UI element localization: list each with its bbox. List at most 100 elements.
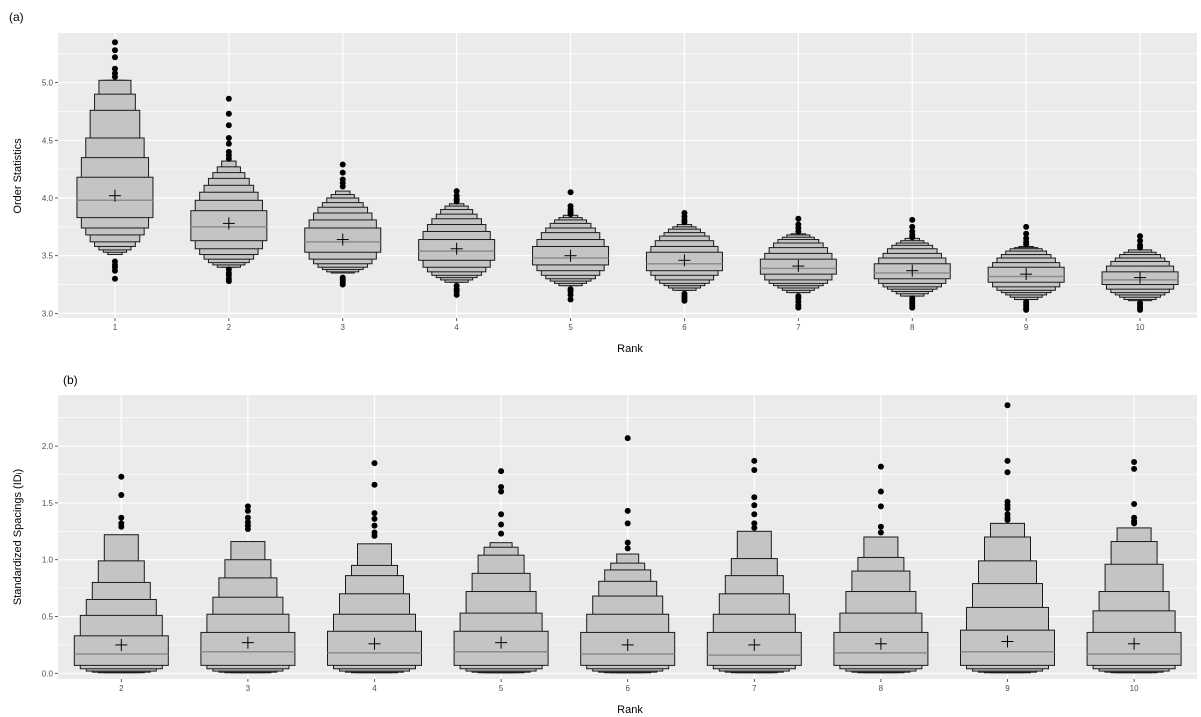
panel-b-y-tick-label: 0.0: [42, 669, 54, 678]
panel-b-x-tick-label: 5: [499, 684, 504, 693]
panel-b-x-tick-label: 2: [119, 684, 124, 693]
outlier-point: [909, 216, 916, 223]
outlier-point: [1004, 516, 1011, 523]
outlier-point: [339, 169, 346, 176]
panel-a-box-10: [1101, 233, 1179, 313]
outlier-point: [498, 511, 505, 518]
panel-a-box-5: [532, 189, 610, 303]
outlier-point: [244, 503, 251, 510]
panel-b-box-5: [453, 468, 549, 674]
panel-b-x-tick-label: 10: [1130, 684, 1139, 693]
panel-b-y-tick-label: 1.5: [42, 499, 54, 508]
panel-b-x-tick-label: 7: [752, 684, 757, 693]
panel-b-x-tick-label: 4: [372, 684, 377, 693]
panel-b-box-6: [580, 435, 676, 674]
panel-b-tag: (b): [63, 373, 78, 387]
panel-a-box-6: [645, 210, 723, 304]
outlier-point: [751, 466, 758, 473]
letter-value-box: [960, 629, 1055, 666]
outlier-point: [1131, 465, 1138, 472]
outlier-point: [225, 135, 232, 141]
panel-b-box-8: [833, 463, 929, 674]
outlier-point: [453, 198, 460, 205]
outlier-point: [371, 522, 378, 529]
panel-b-x-tick-label: 3: [246, 684, 251, 693]
outlier-point: [111, 47, 118, 54]
outlier-point: [118, 514, 125, 521]
outlier-point: [877, 503, 884, 510]
outlier-point: [111, 275, 118, 282]
outlier-point: [1131, 501, 1138, 508]
panel-a-y-tick-label: 3.5: [42, 252, 54, 261]
outlier-point: [225, 122, 232, 129]
outlier-point: [1137, 233, 1144, 240]
outlier-point: [751, 502, 758, 509]
panel-a-box-2: [190, 95, 268, 285]
outlier-point: [111, 73, 118, 80]
outlier-point: [111, 54, 118, 61]
outlier-point: [118, 523, 125, 530]
outlier-point: [567, 291, 574, 298]
outlier-point: [111, 65, 118, 72]
outlier-point: [1131, 520, 1138, 527]
outlier-point: [877, 463, 884, 470]
outlier-point: [244, 507, 251, 514]
panel-a-x-tick-label: 10: [1136, 323, 1145, 332]
panel-a-box-7: [759, 215, 837, 311]
outlier-point: [681, 297, 688, 304]
outlier-point: [909, 304, 916, 311]
panel-a-box-1: [76, 39, 154, 282]
panel-b-y-tick-label: 0.5: [42, 613, 54, 622]
outlier-point: [909, 223, 916, 230]
outlier-point: [624, 520, 631, 527]
panel-a-x-tick-label: 9: [1024, 323, 1029, 332]
outlier-point: [371, 515, 378, 522]
outlier-point: [795, 304, 802, 311]
panel-a-x-tick-label: 7: [796, 323, 801, 332]
outlier-point: [567, 211, 574, 218]
outlier-point: [1004, 505, 1011, 512]
outlier-point: [453, 188, 460, 195]
outlier-point: [751, 457, 758, 464]
outlier-point: [225, 278, 232, 285]
outlier-point: [111, 39, 118, 46]
outlier-point: [339, 281, 346, 288]
outlier-point: [751, 524, 758, 531]
outlier-point: [795, 215, 802, 222]
letter-value-box: [190, 210, 268, 242]
outlier-point: [225, 95, 232, 102]
outlier-point: [624, 539, 631, 546]
outlier-point: [1131, 459, 1138, 466]
outlier-point: [567, 189, 574, 196]
panel-a-y-tick-label: 5.0: [42, 79, 54, 88]
outlier-point: [498, 488, 505, 495]
panel-b-box-2: [73, 473, 169, 674]
panel-b-box-7: [706, 457, 802, 674]
outlier-point: [1023, 306, 1030, 313]
outlier-point: [118, 491, 125, 498]
outlier-point: [624, 507, 631, 514]
outlier-point: [681, 219, 688, 226]
outlier-point: [795, 228, 802, 235]
panel-a-y-tick-label: 4.5: [42, 136, 54, 145]
outlier-point: [1137, 237, 1144, 244]
outlier-point: [225, 110, 232, 117]
outlier-point: [751, 511, 758, 518]
panel-a-box-9: [987, 223, 1065, 313]
outlier-point: [567, 296, 574, 303]
outlier-point: [1004, 402, 1011, 409]
panel-b-x-axis-title: Rank: [617, 704, 643, 716]
outlier-point: [751, 520, 758, 527]
panel-b-y-axis-title: Standardized Spacings (IDᵢ): [12, 469, 24, 605]
outlier-point: [225, 155, 232, 162]
outlier-point: [371, 510, 378, 517]
outlier-point: [498, 530, 505, 537]
outlier-point: [1137, 306, 1144, 313]
outlier-point: [1137, 244, 1144, 251]
outlier-point: [498, 521, 505, 528]
panel-a: (a) Order Statistics Rank 3.0 3.5 4.0 4.5 5.…: [9, 10, 1197, 355]
outlier-point: [877, 529, 884, 536]
outlier-point: [498, 468, 505, 475]
panel-a-x-tick-label: 8: [910, 323, 915, 332]
